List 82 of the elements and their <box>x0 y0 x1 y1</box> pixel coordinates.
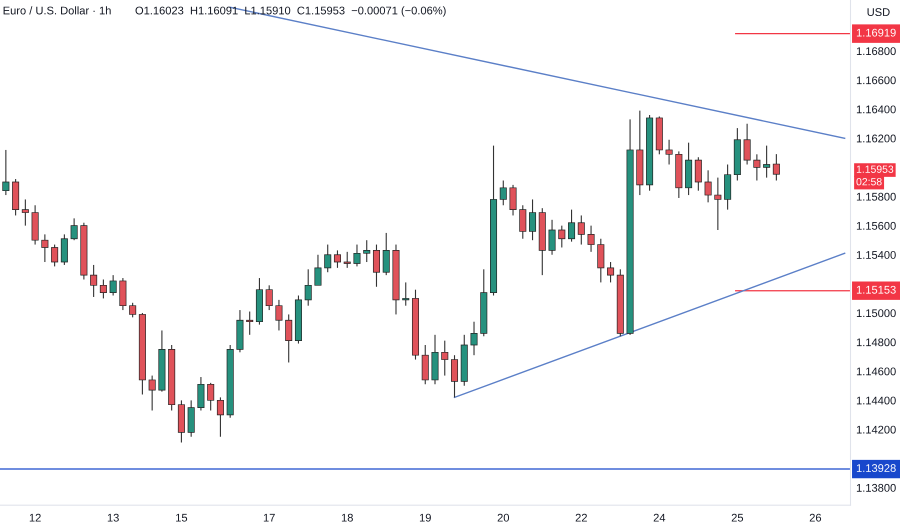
y-tick-label: 1.15600 <box>856 222 896 230</box>
y-tick-label: 1.15800 <box>856 192 896 201</box>
candlestick <box>266 284 273 311</box>
y-tick-label: 1.16400 <box>856 105 896 114</box>
candlestick <box>597 238 604 283</box>
chart-title: Euro / U.S. Dollar · 1h <box>4 6 111 14</box>
x-tick-label: 20 <box>498 514 510 522</box>
candlestick <box>363 240 370 263</box>
candlestick <box>470 321 478 356</box>
y-tick-label: 1.14400 <box>856 396 896 404</box>
x-tick-label: 24 <box>654 514 666 522</box>
candlestick <box>519 204 526 240</box>
candlestick <box>344 251 351 268</box>
candlestick <box>2 149 10 196</box>
candlestick <box>548 219 556 256</box>
text: O1.16023 H1.16091 L1.15910 C1.15953 −0.00071 (−0.06%) <box>136 6 446 17</box>
y-tick-label: 1.16800 <box>856 47 896 56</box>
x-tick-label: 18 <box>342 514 353 522</box>
x-tick-label: 17 <box>264 514 275 522</box>
candlestick <box>207 382 214 412</box>
candlestick <box>744 123 751 166</box>
ref-line-label: 1.13928 <box>856 464 896 472</box>
y-tick-label: 1.14800 <box>856 338 896 346</box>
y-tick-label: 1.16200 <box>856 134 896 142</box>
y-tick-label: 1.15400 <box>856 251 896 259</box>
y-tick-label: 1.15000 <box>856 309 896 318</box>
candlestick <box>578 214 585 246</box>
candlestick <box>382 232 390 276</box>
candlestick <box>714 177 722 231</box>
x-tick-label: 26 <box>810 514 822 522</box>
candlestick <box>70 218 78 241</box>
candlestick <box>197 376 204 412</box>
candlestick <box>372 244 380 288</box>
y-tick-label: 1.13800 <box>856 484 896 492</box>
candlestick <box>60 234 68 266</box>
candlestick <box>772 154 780 182</box>
y-axis-title: USD <box>868 8 890 16</box>
candlestick <box>402 282 410 306</box>
candlestick <box>285 314 292 364</box>
candlestick <box>353 244 360 267</box>
x-tick-label: 22 <box>576 514 587 522</box>
candlestick <box>500 180 507 206</box>
candlestick <box>100 278 107 299</box>
y-tick-label: 1.16600 <box>856 76 896 84</box>
candlestick <box>216 396 224 438</box>
ref-line-label: 1.15153 <box>856 286 896 294</box>
text: 02:58 <box>856 178 882 186</box>
x-tick-label: 13 <box>108 514 119 522</box>
candlestick <box>694 156 702 192</box>
x-tick-label: 12 <box>30 514 41 522</box>
y-tick-label: 1.14200 <box>856 426 896 434</box>
candlestick <box>275 299 282 332</box>
candlestick <box>450 354 458 398</box>
candlestick <box>129 302 136 318</box>
candlestick <box>41 234 48 263</box>
x-tick-label: 19 <box>420 514 431 522</box>
candlestick <box>568 209 576 242</box>
candlestick <box>529 198 536 241</box>
y-tick-label: 1.14600 <box>856 367 896 376</box>
candlestick <box>753 154 760 182</box>
candlestick <box>90 264 98 298</box>
candlestick <box>324 244 332 273</box>
candlestick <box>304 268 312 306</box>
candlestick <box>558 225 566 248</box>
candlestick <box>510 184 517 216</box>
candlestick <box>110 274 117 296</box>
candlestick <box>763 145 770 178</box>
candlestick <box>148 375 156 412</box>
candlestick <box>334 250 341 268</box>
candlestick <box>314 254 322 286</box>
candlestick <box>441 340 448 376</box>
ref-line-label: 1.16919 <box>856 28 896 37</box>
candlestick <box>246 310 254 336</box>
x-tick-label: 25 <box>732 514 744 522</box>
text: 1.15953 <box>856 166 894 173</box>
candlestick <box>704 170 712 203</box>
x-tick-label: 15 <box>176 514 188 522</box>
candlestick <box>588 225 595 252</box>
candlestick <box>22 198 29 226</box>
candlestick <box>607 261 614 283</box>
candlestick <box>666 139 673 166</box>
candlestick <box>51 244 58 267</box>
